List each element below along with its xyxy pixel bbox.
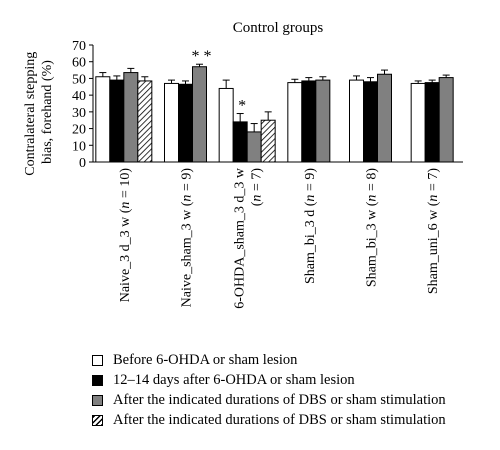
y-tick-label: 40 — [72, 89, 86, 104]
legend-label: 12–14 days after 6-OHDA or sham lesion — [113, 372, 355, 388]
chart-title: Control groups — [233, 20, 324, 36]
bar — [301, 80, 317, 163]
x-tick-label: Sham_uni_6 w (n = 7) — [426, 168, 441, 294]
x-tick-label: Naive_3 d_3 w (n = 10) — [118, 168, 133, 303]
legend-label: After the indicated durations of DBS or … — [113, 392, 446, 408]
y-tick-label: 50 — [72, 72, 86, 87]
legend-item: After the indicated durations of DBS or … — [92, 410, 446, 430]
x-tick-label: (n = 7) — [250, 168, 265, 207]
legend-label: Before 6-OHDA or sham lesion — [113, 352, 298, 368]
bar — [246, 131, 262, 163]
x-tick-label: Naive_sham_3 w (n = 9) — [180, 168, 195, 308]
bar — [109, 79, 125, 163]
y-tick-label: 60 — [72, 56, 86, 71]
bar — [315, 79, 331, 163]
bar — [218, 87, 234, 163]
y-tick-label: 10 — [72, 139, 86, 154]
y-tick-label: 0 — [79, 156, 86, 171]
significance-mark: * — [238, 98, 246, 115]
bar — [137, 80, 153, 163]
bar — [260, 119, 276, 163]
bar — [95, 76, 111, 163]
y-tick-label: 20 — [72, 123, 86, 138]
bar-chart: Control groups Contralateral stepping bi… — [23, 20, 463, 309]
y-tick-label: 30 — [72, 106, 86, 121]
legend-swatch — [92, 394, 103, 406]
y-axis-label: Contralateral stepping bias, forehand (%… — [23, 48, 55, 176]
bar — [363, 81, 378, 163]
x-tick-label: 6-OHDA_sham_3 d_3 w — [233, 167, 248, 309]
bar — [410, 82, 426, 163]
bar — [123, 72, 139, 163]
legend-item: Before 6-OHDA or sham lesion — [92, 350, 446, 370]
x-tick-label: Sham_bi_3 d (n = 9) — [303, 168, 318, 284]
legend-label: After the indicated durations of DBS or … — [113, 412, 446, 428]
y-tick-label: 70 — [72, 39, 86, 54]
legend: Before 6-OHDA or sham lesion 12–14 days a… — [92, 350, 446, 430]
bar — [287, 82, 303, 163]
y-axis-label-line-1: Contralateral stepping — [23, 52, 38, 176]
legend-item: After the indicated durations of DBS or … — [92, 390, 446, 410]
y-axis-label-line-2: bias, forehand (%) — [40, 60, 55, 164]
bar — [178, 83, 193, 163]
bar — [438, 77, 454, 163]
bar — [424, 82, 440, 163]
legend-swatch — [92, 414, 103, 426]
x-tick-label: Sham_bi_3 w (n = 8) — [365, 168, 380, 287]
legend-item: 12–14 days after 6-OHDA or sham lesion — [92, 370, 446, 390]
bar — [377, 73, 392, 163]
significance-mark: * * — [192, 48, 212, 65]
bar — [164, 82, 179, 163]
bar — [232, 121, 248, 163]
legend-swatch — [92, 374, 103, 386]
legend-swatch — [92, 354, 103, 366]
bar — [192, 66, 207, 163]
bar — [349, 79, 364, 163]
